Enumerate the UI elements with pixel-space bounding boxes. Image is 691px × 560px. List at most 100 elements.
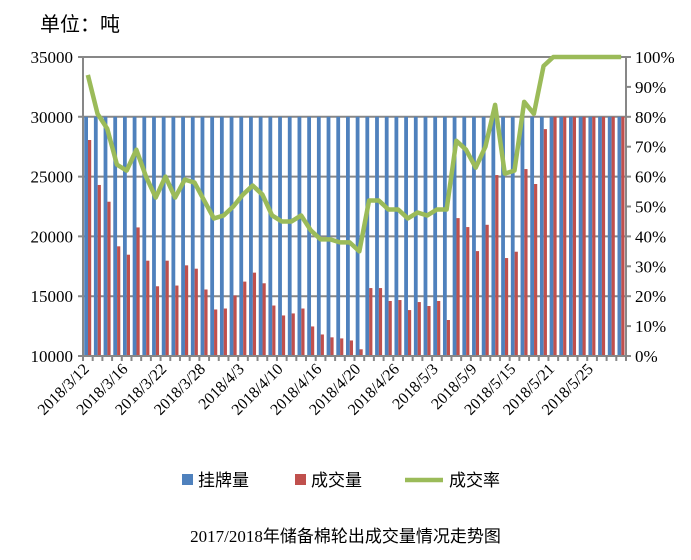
bar-listing — [346, 116, 350, 356]
y-right-tick-label: 30% — [635, 257, 666, 276]
bar-deal — [553, 116, 557, 356]
bar-listing — [598, 116, 602, 356]
bar-deal — [107, 201, 111, 356]
bar-deal — [592, 116, 596, 356]
bar-listing — [249, 116, 253, 356]
bar-deal — [475, 251, 480, 356]
line-deal-rate — [85, 54, 622, 254]
bar-deal — [330, 337, 334, 356]
bar-listing — [161, 116, 166, 356]
bar-deal — [291, 313, 295, 356]
unit-label: 单位：吨 — [40, 12, 120, 36]
y-left-tick-label: 10000 — [31, 347, 74, 366]
bar-deal — [349, 340, 354, 356]
bar-listing — [132, 116, 137, 356]
legend: 挂牌量 成交量 成交率 — [182, 471, 500, 490]
y-right-tick-label: 90% — [635, 78, 666, 97]
bar-deal — [136, 227, 140, 356]
bar-deal — [126, 254, 130, 356]
bar-deal — [194, 268, 198, 356]
y-right-tick-label: 100% — [635, 48, 675, 67]
bar-deal — [427, 306, 431, 356]
bar-listing — [384, 116, 389, 356]
bar-deal — [359, 349, 363, 356]
bar-listing — [472, 116, 476, 356]
y-right-tick-label: 70% — [635, 138, 666, 157]
bar-listing — [510, 116, 515, 356]
bar-listing — [559, 116, 564, 356]
bar-listing — [530, 116, 535, 356]
bar-listing — [190, 116, 195, 356]
bar-deal — [233, 295, 237, 356]
bar-deal — [117, 246, 121, 356]
y-right-tick-label: 80% — [635, 108, 666, 127]
y-left-tick-label: 35000 — [31, 48, 74, 67]
bar-listing — [578, 116, 583, 356]
y-left-tick-label: 15000 — [31, 287, 74, 306]
bar-deal — [495, 175, 499, 356]
bar-listing — [152, 116, 156, 356]
bar-deal — [184, 265, 189, 356]
y-left-tick-label: 30000 — [31, 108, 74, 127]
bar-listing — [433, 116, 438, 356]
bar-listing — [539, 116, 544, 356]
bar-deal — [272, 305, 276, 356]
bar-listing — [520, 116, 525, 356]
bar-deal — [514, 251, 518, 356]
bar-deal — [621, 116, 625, 356]
bar-deal — [146, 260, 150, 356]
bar-listing — [355, 116, 360, 356]
chart-title: 2017/2018年储备棉轮出成交量情况走势图 — [190, 527, 501, 546]
bar-listing — [93, 116, 98, 356]
bar-listing — [307, 116, 312, 356]
bar-listing — [200, 116, 205, 356]
bar-deal — [543, 129, 547, 356]
legend-swatch — [182, 474, 193, 485]
bar-deal — [398, 300, 402, 356]
bar-listing — [326, 116, 331, 356]
bar-listing — [297, 116, 302, 356]
y-right-tick-label: 10% — [635, 317, 666, 336]
bar-listing — [142, 116, 147, 356]
bar-listing — [171, 116, 176, 356]
bar-deal — [417, 302, 421, 356]
bar-listing — [413, 116, 418, 356]
bar-listing — [442, 116, 447, 356]
bar-listing — [452, 116, 457, 356]
y-right-tick-label: 20% — [635, 287, 666, 306]
bar-deal — [485, 224, 489, 356]
bar-deal — [281, 315, 286, 356]
bar-deal — [204, 289, 208, 356]
bar-deal — [388, 300, 392, 356]
bar-listing — [229, 116, 234, 356]
bar-listing — [365, 116, 370, 356]
bar-deal — [223, 308, 227, 356]
bar-listing — [268, 116, 273, 356]
bar-deal — [88, 140, 92, 356]
bar-listing — [607, 116, 612, 356]
bar-deal — [504, 258, 509, 356]
bar-deal — [446, 320, 450, 356]
bar-deal — [582, 116, 586, 356]
y-left-tick-label: 20000 — [31, 227, 74, 246]
bar-deal — [563, 116, 567, 356]
bar-deal — [369, 288, 373, 356]
bar-listing — [113, 116, 118, 356]
bar-listing — [569, 116, 573, 356]
bar-deal — [437, 300, 441, 356]
bar-listing — [588, 116, 593, 356]
bar-listing — [239, 116, 244, 356]
bar-listing — [336, 116, 341, 356]
bar-deal — [524, 169, 528, 356]
bar-listing — [278, 116, 282, 356]
y-right-tick-label: 0% — [635, 347, 658, 366]
bar-deal — [611, 116, 615, 356]
bar-deal — [155, 286, 160, 356]
bar-deal — [601, 116, 606, 356]
bar-deal — [97, 184, 101, 356]
bar-listing — [181, 116, 185, 356]
bar-listing — [462, 116, 467, 356]
bar-listing — [210, 116, 215, 356]
legend-swatch — [295, 474, 306, 485]
